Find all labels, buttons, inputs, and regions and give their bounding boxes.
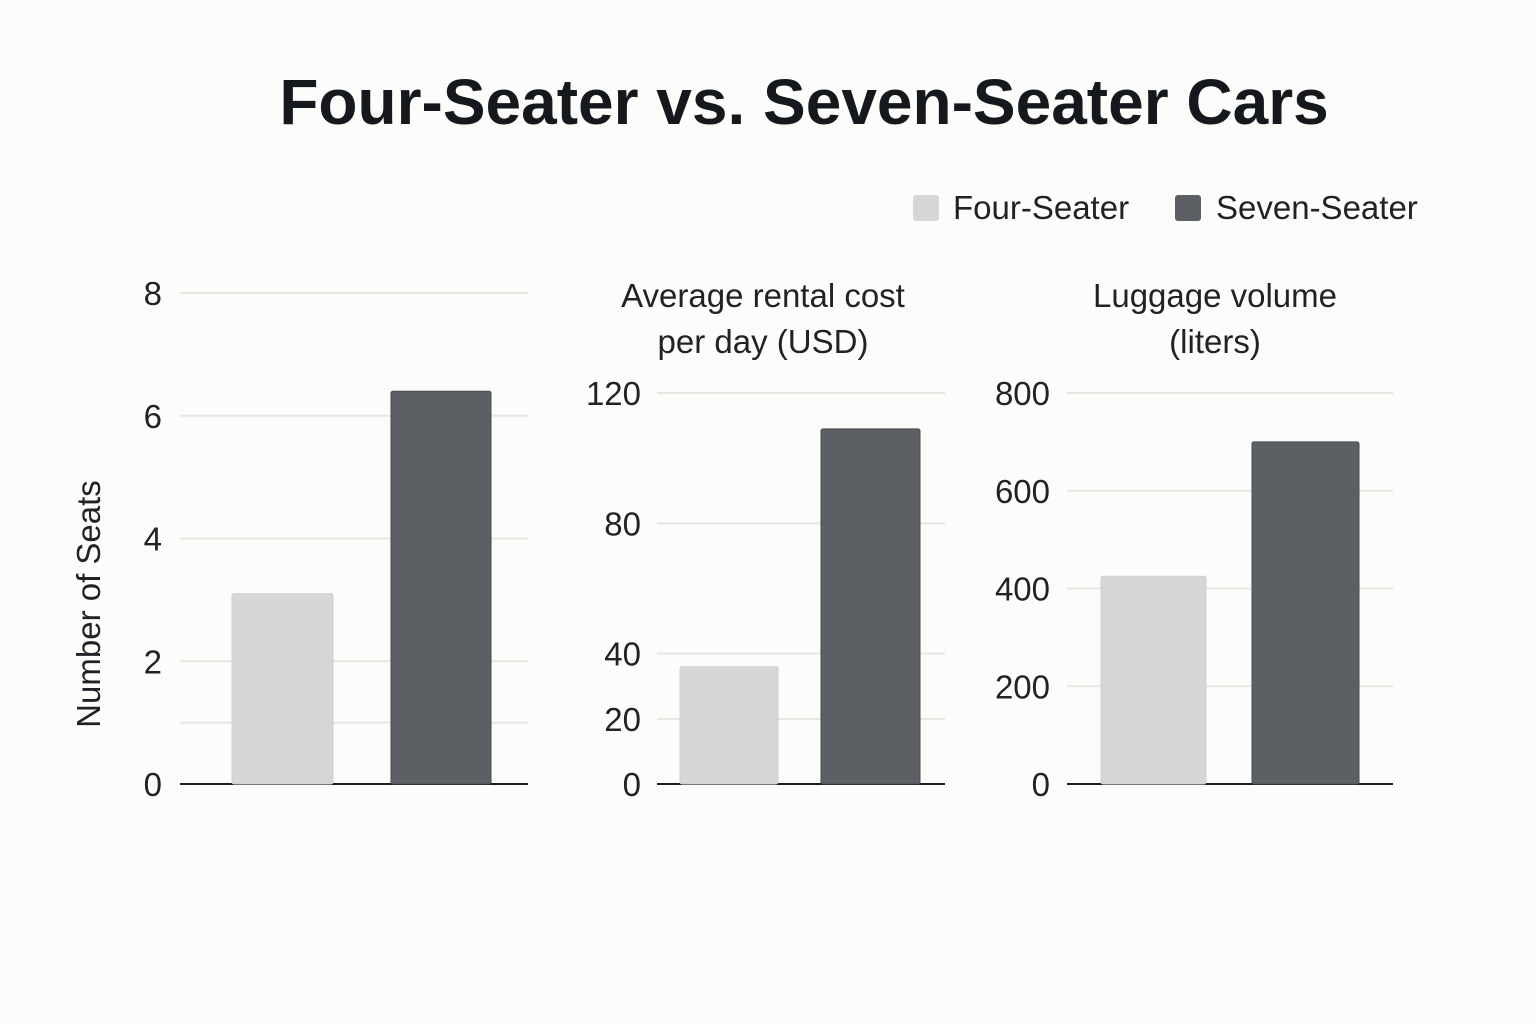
- bar-four-seater: [1100, 575, 1207, 785]
- panel-1: 0 2 4 6 8 Number of Seats: [70, 275, 528, 803]
- y-tick-label: 4: [144, 521, 162, 558]
- legend-swatch-four-seater: [913, 195, 939, 221]
- panel-title-line: Average rental cost: [621, 277, 905, 314]
- bar-seven-seater: [390, 390, 492, 785]
- legend-label-four-seater: Four-Seater: [953, 189, 1129, 226]
- y-tick-label: 40: [604, 636, 641, 673]
- bar-seven-seater: [1251, 441, 1360, 785]
- y-tick-label: 200: [995, 668, 1050, 705]
- y-tick-label: 8: [144, 275, 162, 312]
- y-tick-label: 800: [995, 375, 1050, 412]
- y-tick-label: 120: [586, 375, 641, 412]
- y-tick-label: 6: [144, 398, 162, 435]
- y-tick-label: 0: [144, 766, 162, 803]
- legend-label-seven-seater: Seven-Seater: [1216, 189, 1418, 226]
- y-axis-label: Number of Seats: [70, 480, 107, 728]
- panel-title-line: (liters): [1169, 323, 1261, 360]
- bar-seven-seater: [820, 428, 921, 785]
- legend-swatch-seven-seater: [1175, 195, 1201, 221]
- legend: Four-Seater Seven-Seater: [913, 189, 1418, 226]
- y-tick-label: 400: [995, 571, 1050, 608]
- panel-3: 0 200 400 600 800 Luggage volume (liters): [995, 277, 1393, 803]
- chart-title: Four-Seater vs. Seven-Seater Cars: [279, 66, 1328, 138]
- y-tick-label: 80: [604, 505, 641, 542]
- bar-four-seater: [231, 593, 334, 785]
- panel-title-line: Luggage volume: [1093, 277, 1337, 314]
- y-tick-label: 0: [1032, 766, 1050, 803]
- bar-four-seater: [679, 666, 779, 785]
- panel-2: 0 20 40 80 120 Average rental cost per day (US…: [586, 277, 945, 803]
- y-tick-label: 2: [144, 643, 162, 680]
- y-tick-label: 600: [995, 473, 1050, 510]
- y-tick-label: 20: [604, 701, 641, 738]
- chart-panels: 0 2 4 6 8 Number of Seats 0 20 40 80 120 Average re…: [70, 275, 1393, 803]
- y-tick-label: 0: [623, 766, 641, 803]
- panel-title-line: per day (USD): [658, 323, 869, 360]
